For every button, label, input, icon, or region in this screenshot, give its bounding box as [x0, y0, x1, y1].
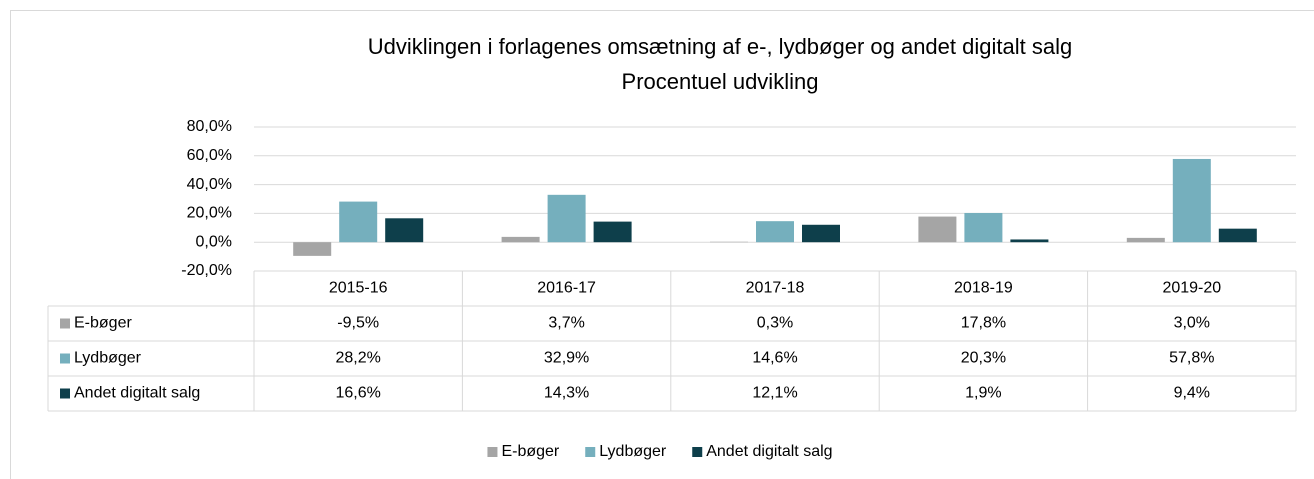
legend-key: [487, 447, 498, 457]
y-tick-label: 80,0%: [187, 118, 232, 135]
y-tick-label: 60,0%: [187, 147, 232, 164]
bar: [1218, 228, 1257, 243]
bar: [802, 224, 840, 243]
x-tick-label: 2017-18: [746, 280, 805, 297]
table-cell: 20,3%: [961, 350, 1006, 367]
x-tick-label: 2016-17: [537, 280, 596, 297]
chart-frame: [10, 10, 1314, 479]
bar: [501, 236, 540, 243]
table-cell: 17,8%: [961, 315, 1006, 332]
table-cell: 0,3%: [757, 315, 793, 332]
y-tick-label: -20,0%: [181, 262, 232, 279]
bar: [918, 216, 957, 243]
table-cell: 32,9%: [544, 350, 589, 367]
bar: [293, 242, 332, 256]
table-cell: 14,3%: [544, 385, 589, 402]
chart-subtitle: Procentuel udvikling: [622, 69, 819, 94]
table-cell: 9,4%: [1174, 385, 1210, 402]
bar: [756, 221, 794, 243]
bar: [1172, 158, 1211, 243]
legend-key: [60, 318, 70, 329]
table-row-label: Andet digitalt salg: [74, 385, 200, 402]
y-tick-label: 40,0%: [187, 176, 232, 193]
table-cell: 3,0%: [1174, 315, 1210, 332]
table-cell: 3,7%: [548, 315, 584, 332]
table-cell: 16,6%: [336, 385, 381, 402]
x-tick-label: 2019-20: [1162, 280, 1221, 297]
legend-label: Andet digitalt salg: [706, 443, 832, 460]
table-cell: 57,8%: [1169, 350, 1214, 367]
table-row-label: Lydbøger: [74, 350, 142, 367]
legend-key: [585, 447, 596, 457]
table-cell: 1,9%: [965, 385, 1001, 402]
legend-key: [60, 353, 70, 364]
table-cell: 12,1%: [752, 385, 797, 402]
legend-label: E-bøger: [501, 443, 559, 460]
bar: [547, 194, 586, 243]
x-tick-label: 2015-16: [329, 280, 388, 297]
table-cell: -9,5%: [337, 315, 379, 332]
table-cell: 14,6%: [752, 350, 797, 367]
table-row-label: E-bøger: [74, 315, 132, 332]
bar: [964, 212, 1003, 243]
chart-title: Udviklingen i forlagenes omsætning af e-…: [368, 34, 1072, 59]
bar: [1126, 237, 1165, 243]
bar: [385, 218, 424, 243]
legend-label: Lydbøger: [599, 443, 667, 460]
x-tick-label: 2018-19: [954, 280, 1013, 297]
y-tick-label: 0,0%: [196, 233, 232, 250]
table-cell: 28,2%: [336, 350, 381, 367]
bar: [1010, 239, 1049, 243]
bar: [339, 201, 378, 243]
bar: [593, 221, 632, 243]
y-tick-label: 20,0%: [187, 205, 232, 222]
legend-key: [692, 447, 703, 457]
legend-key: [60, 388, 70, 399]
